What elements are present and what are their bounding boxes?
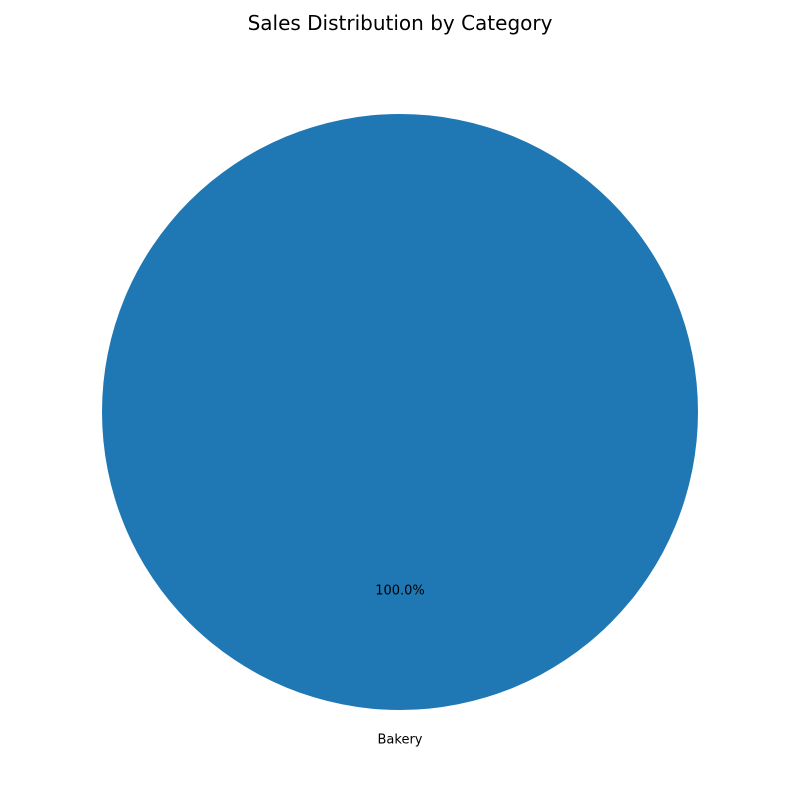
pie-slice-bakery [102, 114, 698, 710]
pie-slices [102, 114, 698, 710]
pie-category-label: Bakery [378, 732, 423, 747]
pie-labels: 100.0% Bakery [375, 583, 425, 747]
chart-title: Sales Distribution by Category [247, 11, 553, 35]
pie-pct-label: 100.0% [375, 583, 425, 598]
